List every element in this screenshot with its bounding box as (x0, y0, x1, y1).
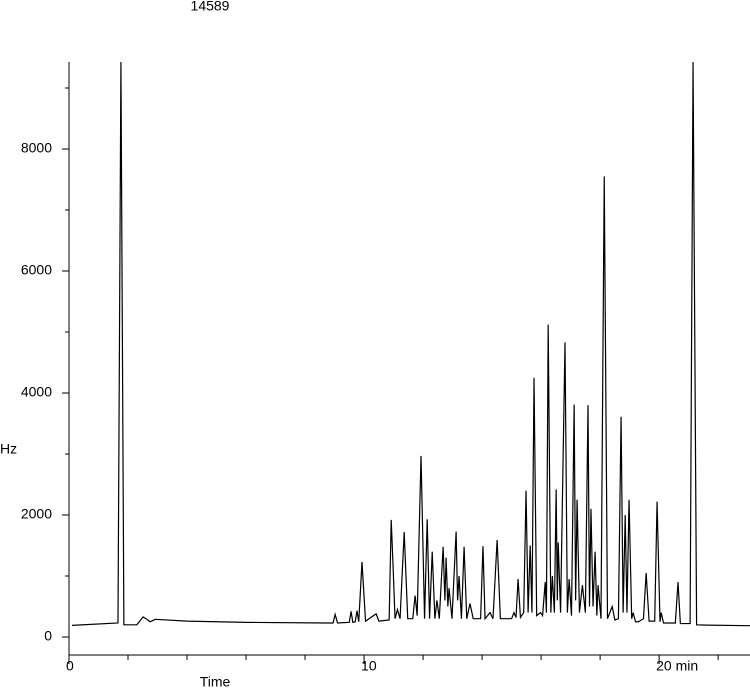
x-tick-label: 20 min (656, 658, 698, 674)
y-tick-label: 2000 (21, 506, 52, 522)
chart-title: 14589 (191, 0, 230, 14)
y-tick-label: 4000 (21, 384, 52, 400)
y-tick-label: 0 (44, 628, 52, 644)
x-axis-label: Time (200, 674, 231, 689)
x-tick-label: 0 (66, 658, 74, 674)
y-tick-label: 6000 (21, 262, 52, 278)
signal-line (71, 61, 750, 627)
y-tick-label: 8000 (21, 140, 52, 156)
x-tick-label: 10 (361, 658, 377, 674)
y-axis-label: Hz (0, 441, 17, 457)
